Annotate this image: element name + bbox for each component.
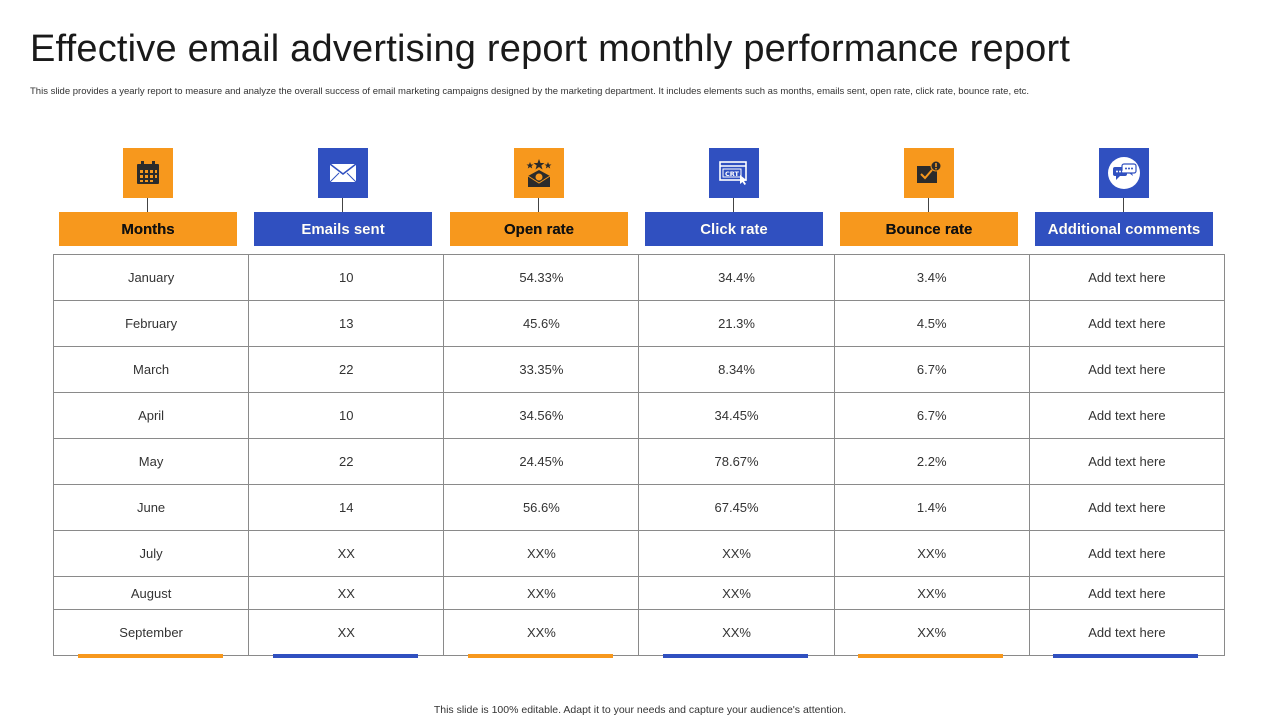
column-label: Emails sent	[254, 212, 432, 246]
accent-bar	[858, 654, 1003, 658]
table-cell: 14	[248, 484, 445, 531]
table-cell: Add text here	[1028, 300, 1226, 347]
page-title: Effective email advertising report month…	[30, 28, 1071, 70]
svg-text:CRT: CRT	[725, 170, 739, 178]
column-header-emails-sent: Emails sent	[254, 148, 432, 248]
table-row: February 13 45.6% 21.3% 4.5% Add text he…	[52, 300, 1226, 347]
table-cell: Add text here	[1028, 609, 1226, 656]
connector-line	[928, 198, 929, 212]
table-cell: 22	[248, 438, 445, 485]
browser-click-icon: CRT	[709, 148, 759, 198]
table-cell: 3.4%	[833, 254, 1030, 301]
table-cell: XX%	[638, 530, 835, 577]
connector-line	[147, 198, 148, 212]
table-cell: May	[52, 438, 250, 485]
table-cell: 13	[248, 300, 445, 347]
table-cell: XX%	[638, 609, 835, 656]
table-cell: 4.5%	[833, 300, 1030, 347]
table-cell: XX%	[833, 609, 1030, 656]
envelope-icon	[318, 148, 368, 198]
table-cell: Add text here	[1028, 576, 1226, 610]
accent-bar	[273, 654, 418, 658]
table-cell: August	[52, 576, 250, 610]
table-cell: July	[52, 530, 250, 577]
table-cell: April	[52, 392, 250, 439]
column-label: Click rate	[645, 212, 823, 246]
performance-table: January 10 54.33% 34.4% 3.4% Add text he…	[52, 254, 1226, 656]
footer-note: This slide is 100% editable. Adapt it to…	[433, 704, 847, 716]
open-envelope-stars-icon	[514, 148, 564, 198]
chat-bubbles-icon	[1099, 148, 1149, 198]
table-cell: 6.7%	[833, 346, 1030, 393]
page-subtitle: This slide provides a yearly report to m…	[30, 86, 1030, 97]
table-cell: 45.6%	[443, 300, 640, 347]
table-cell: XX%	[443, 530, 640, 577]
table-cell: 78.67%	[638, 438, 835, 485]
table-row: March 22 33.35% 8.34% 6.7% Add text here	[52, 346, 1226, 393]
connector-line	[1123, 198, 1124, 212]
table-row: July XX XX% XX% XX% Add text here	[52, 530, 1226, 577]
mail-alert-icon	[904, 148, 954, 198]
accent-bar	[1053, 654, 1198, 658]
column-label: Months	[59, 212, 237, 246]
table-cell: January	[52, 254, 250, 301]
table-cell: Add text here	[1028, 392, 1226, 439]
table-cell: 54.33%	[443, 254, 640, 301]
table-cell: XX%	[638, 576, 835, 610]
table-cell: XX%	[443, 576, 640, 610]
table-cell: Add text here	[1028, 438, 1226, 485]
table-cell: March	[52, 346, 250, 393]
table-cell: XX%	[443, 609, 640, 656]
table-cell: 67.45%	[638, 484, 835, 531]
table-cell: 34.56%	[443, 392, 640, 439]
table-cell: 22	[248, 346, 445, 393]
column-label: Additional comments	[1035, 212, 1213, 246]
table-row: September XX XX% XX% XX% Add text here	[52, 609, 1226, 656]
table-cell: June	[52, 484, 250, 531]
column-label: Bounce rate	[840, 212, 1018, 246]
table-cell: XX%	[833, 530, 1030, 577]
table-cell: Add text here	[1028, 484, 1226, 531]
table-cell: 1.4%	[833, 484, 1030, 531]
table-cell: September	[52, 609, 250, 656]
accent-bar	[663, 654, 808, 658]
table-cell: Add text here	[1028, 254, 1226, 301]
table-row: April 10 34.56% 34.45% 6.7% Add text her…	[52, 392, 1226, 439]
column-header-months: Months	[59, 148, 237, 248]
table-cell: 8.34%	[638, 346, 835, 393]
table-row: August XX XX% XX% XX% Add text here	[52, 576, 1226, 610]
connector-line	[538, 198, 539, 212]
table-cell: XX	[248, 530, 445, 577]
table-cell: XX%	[833, 576, 1030, 610]
column-header-click-rate: CRT Click rate	[645, 148, 823, 248]
connector-line	[342, 198, 343, 212]
table-cell: 33.35%	[443, 346, 640, 393]
table-cell: 56.6%	[443, 484, 640, 531]
table-cell: 34.4%	[638, 254, 835, 301]
accent-bar	[468, 654, 613, 658]
accent-bar	[78, 654, 223, 658]
table-row: May 22 24.45% 78.67% 2.2% Add text here	[52, 438, 1226, 485]
table-cell: XX	[248, 609, 445, 656]
table-row: June 14 56.6% 67.45% 1.4% Add text here	[52, 484, 1226, 531]
column-header-additional-comments: Additional comments	[1035, 148, 1213, 248]
table-cell: 2.2%	[833, 438, 1030, 485]
table-cell: XX	[248, 576, 445, 610]
table-cell: 34.45%	[638, 392, 835, 439]
column-label: Open rate	[450, 212, 628, 246]
connector-line	[733, 198, 734, 212]
table-cell: 10	[248, 254, 445, 301]
table-cell: 21.3%	[638, 300, 835, 347]
table-cell: 10	[248, 392, 445, 439]
column-header-bounce-rate: Bounce rate	[840, 148, 1018, 248]
table-row: January 10 54.33% 34.4% 3.4% Add text he…	[52, 254, 1226, 301]
calendar-icon	[123, 148, 173, 198]
column-header-open-rate: Open rate	[450, 148, 628, 248]
table-cell: 24.45%	[443, 438, 640, 485]
table-cell: Add text here	[1028, 530, 1226, 577]
table-cell: 6.7%	[833, 392, 1030, 439]
table-cell: February	[52, 300, 250, 347]
table-cell: Add text here	[1028, 346, 1226, 393]
